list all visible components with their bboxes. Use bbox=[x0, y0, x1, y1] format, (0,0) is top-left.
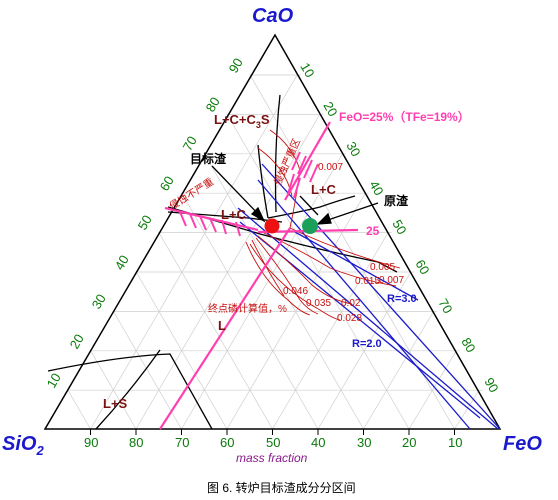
target-slag-label: 目标渣 bbox=[190, 151, 227, 166]
region-label-ls: L+S bbox=[103, 396, 128, 411]
phosphorus-contours bbox=[245, 129, 401, 321]
bottom-tick-40: 40 bbox=[311, 435, 325, 450]
bottom-tick-30: 30 bbox=[357, 435, 371, 450]
contour-label-7: 0.028 bbox=[337, 313, 362, 324]
feo-descending-line bbox=[159, 227, 291, 430]
bottom-edge-tick-labels: 90 80 70 60 50 40 30 20 10 bbox=[84, 435, 462, 450]
target-slag-arrow-shaft bbox=[211, 165, 263, 219]
region-label-lc-left: L+C bbox=[221, 207, 247, 222]
corner-label-sio2: SiO2 bbox=[2, 433, 44, 458]
bottom-tick-10: 10 bbox=[448, 435, 462, 450]
original-slag-label: 原渣 bbox=[384, 193, 409, 208]
right-tick-30: 30 bbox=[343, 139, 363, 159]
right-tick-90: 90 bbox=[481, 375, 501, 395]
feo-upper-line bbox=[284, 121, 331, 201]
r3-line-a bbox=[261, 163, 501, 430]
right-tick-80: 80 bbox=[458, 335, 478, 355]
r3-label: R=3.0 bbox=[387, 293, 417, 305]
axis-title-mass-fraction: mass fraction bbox=[236, 451, 308, 465]
left-tick-70: 70 bbox=[180, 133, 200, 153]
right-tick-40: 40 bbox=[366, 178, 386, 198]
contour-label-6: 0.02 bbox=[341, 298, 361, 309]
left-tick-80: 80 bbox=[203, 94, 223, 114]
bottom-tick-80: 80 bbox=[129, 435, 143, 450]
bottom-tick-50: 50 bbox=[266, 435, 280, 450]
region-label-lc-right: L+C bbox=[311, 182, 337, 197]
left-tick-60: 60 bbox=[157, 173, 177, 193]
basicity-lines bbox=[237, 163, 501, 430]
figure-caption: 图 6. 转炉目标渣成分分区间 bbox=[207, 480, 356, 495]
right-tick-20: 20 bbox=[320, 99, 340, 119]
contour-label-4: 0.046 bbox=[283, 286, 308, 297]
right-tick-70: 70 bbox=[435, 296, 455, 316]
right-tick-50: 50 bbox=[389, 217, 409, 237]
contour-label-1: 0.005 bbox=[370, 262, 395, 273]
bottom-tick-70: 70 bbox=[175, 435, 189, 450]
annotation-arrows bbox=[211, 165, 379, 225]
right-tick-60: 60 bbox=[412, 257, 432, 277]
left-edge-tick-labels: 90 80 70 60 50 40 30 20 10 bbox=[44, 55, 246, 390]
left-tick-30: 30 bbox=[89, 291, 109, 311]
erosion-arrows bbox=[179, 151, 319, 237]
target-slag-marker bbox=[264, 218, 280, 234]
bottom-tick-60: 60 bbox=[220, 435, 234, 450]
left-tick-90: 90 bbox=[226, 55, 246, 75]
original-slag-arrow-shaft bbox=[321, 202, 379, 223]
feo-value-label: 25 bbox=[366, 224, 380, 238]
region-label-lcc3s: L+C+C3S bbox=[214, 112, 270, 130]
right-edge-tick-labels: 10 20 30 40 50 60 70 80 90 bbox=[297, 60, 501, 395]
left-tick-40: 40 bbox=[112, 252, 132, 272]
r3-line-b bbox=[257, 179, 471, 430]
corner-label-feo: FeO bbox=[503, 433, 542, 455]
r-line-c bbox=[294, 231, 419, 301]
right-tick-10: 10 bbox=[297, 60, 317, 80]
left-tick-50: 50 bbox=[135, 212, 155, 232]
bottom-tick-20: 20 bbox=[402, 435, 416, 450]
feo-line-label: FeO=25%（TFe=19%） bbox=[339, 109, 470, 124]
contour-label-3: 0.015 bbox=[355, 276, 380, 287]
contour-label-5: 0.035 bbox=[306, 298, 331, 309]
original-slag-arrow-head bbox=[316, 212, 332, 225]
r2-label: R=2.0 bbox=[352, 338, 382, 350]
left-tick-20: 20 bbox=[67, 331, 87, 351]
r2-line-a bbox=[237, 207, 499, 430]
contour-label-0: 0.007 bbox=[318, 162, 343, 173]
left-tick-10: 10 bbox=[44, 370, 64, 390]
phosphorus-calc-label: 终点磷计算值，% bbox=[208, 302, 287, 315]
region-label-l: L bbox=[218, 318, 226, 333]
corner-label-cao: CaO bbox=[252, 5, 294, 27]
edge-ticks bbox=[90, 429, 455, 435]
original-slag-marker bbox=[302, 218, 318, 234]
contour-label-2: 0.007 bbox=[379, 275, 404, 286]
bottom-tick-90: 90 bbox=[84, 435, 98, 450]
target-slag-arrow-head bbox=[250, 206, 266, 223]
